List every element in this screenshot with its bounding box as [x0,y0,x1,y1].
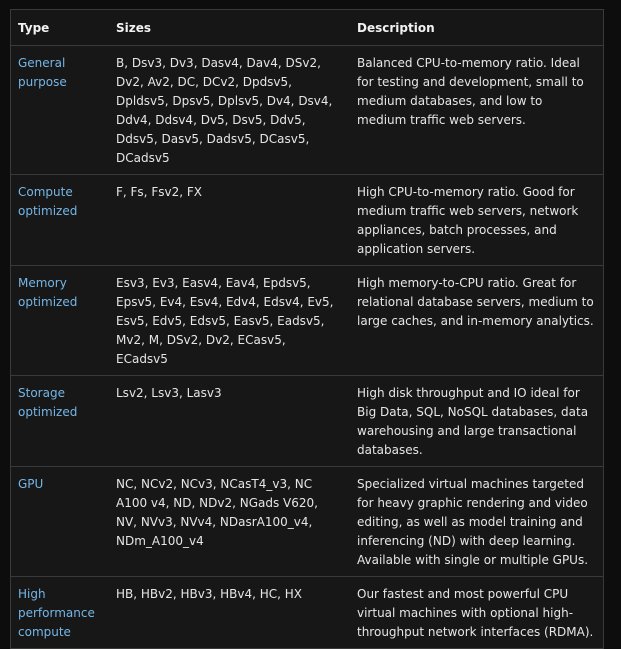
header-row: Type Sizes Description [11,10,603,46]
table-row: GPU NC, NCv2, NCv3, NCasT4_v3, NC A100 v… [11,466,603,577]
sizes-cell: HB, HBv2, HBv3, HBv4, HC, HX [109,576,350,648]
table-body: General purpose B, Dsv3, Dv3, Dasv4, Dav… [11,45,603,648]
description-cell: High memory-to-CPU ratio. Great for rela… [350,265,603,376]
type-cell: Storage optimized [11,375,109,467]
table-header: Type Sizes Description [11,10,603,46]
type-cell: High performance compute [11,576,109,648]
table-row: Memory optimized Esv3, Ev3, Easv4, Eav4,… [11,265,603,376]
description-cell: Specialized virtual machines targeted fo… [350,466,603,577]
vm-types-table-container: Type Sizes Description General purpose B… [10,9,604,649]
table-row: General purpose B, Dsv3, Dv3, Dasv4, Dav… [11,45,603,175]
header-description: Description [350,10,603,46]
description-cell: High CPU-to-memory ratio. Good for mediu… [350,174,603,266]
description-cell: Balanced CPU-to-memory ratio. Ideal for … [350,45,603,175]
sizes-cell: NC, NCv2, NCv3, NCasT4_v3, NC A100 v4, N… [109,466,350,577]
type-cell: Memory optimized [11,265,109,376]
type-cell: GPU [11,466,109,577]
type-cell: General purpose [11,45,109,175]
header-type: Type [11,10,109,46]
description-cell: High disk throughput and IO ideal for Bi… [350,375,603,467]
table-row: Storage optimized Lsv2, Lsv3, Lasv3 High… [11,375,603,467]
sizes-cell: Esv3, Ev3, Easv4, Eav4, Epdsv5, Epsv5, E… [109,265,350,376]
vm-types-table: Type Sizes Description General purpose B… [11,10,603,648]
table-row: Compute optimized F, Fs, Fsv2, FX High C… [11,174,603,266]
description-cell: Our fastest and most powerful CPU virtua… [350,576,603,648]
sizes-cell: F, Fs, Fsv2, FX [109,174,350,266]
table-row: High performance compute HB, HBv2, HBv3,… [11,576,603,648]
sizes-cell: Lsv2, Lsv3, Lasv3 [109,375,350,467]
header-sizes: Sizes [109,10,350,46]
type-cell: Compute optimized [11,174,109,266]
sizes-cell: B, Dsv3, Dv3, Dasv4, Dav4, DSv2, Dv2, Av… [109,45,350,175]
